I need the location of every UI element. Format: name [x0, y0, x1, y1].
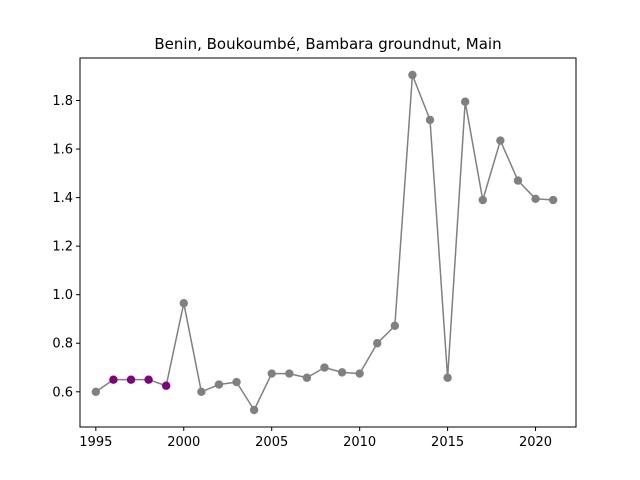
data-point: [513, 176, 523, 185]
data-point: [126, 375, 136, 384]
data-point: [443, 373, 452, 382]
data-point: [425, 115, 435, 125]
x-tick-label: 2005: [255, 435, 288, 450]
data-point: [249, 405, 259, 415]
y-tick-label: 0.8: [52, 337, 73, 352]
data-point: [161, 381, 171, 390]
data-point: [144, 375, 153, 384]
data-point: [302, 373, 312, 382]
chart-title: Benin, Boukoumbé, Bambara groundnut, Mai…: [154, 35, 501, 53]
data-point: [548, 195, 558, 205]
y-tick-label: 1.0: [52, 288, 73, 303]
x-tick-label: 2000: [167, 435, 200, 450]
y-tick-label: 1.2: [52, 240, 73, 255]
data-point: [214, 380, 224, 389]
data-point: [478, 195, 487, 205]
x-tick-label: 2010: [343, 435, 376, 450]
x-tick-label: 1995: [79, 435, 112, 450]
data-point: [373, 339, 382, 348]
data-point: [232, 377, 241, 387]
data-point: [496, 136, 505, 145]
data-point: [109, 375, 118, 384]
data-point: [320, 363, 329, 372]
data-point: [91, 387, 101, 396]
data-point: [531, 194, 540, 204]
data-point: [390, 321, 400, 330]
y-tick-label: 1.4: [52, 191, 73, 206]
y-tick-label: 1.8: [52, 94, 73, 109]
plot-frame: [79, 57, 577, 428]
data-point: [197, 387, 206, 396]
x-tick-label: 2015: [431, 435, 464, 450]
data-point: [355, 369, 364, 378]
y-tick-label: 1.6: [52, 143, 73, 158]
data-point: [179, 298, 188, 308]
y-tick-label: 0.6: [52, 385, 73, 400]
data-point: [408, 70, 417, 80]
x-tick-label: 2020: [519, 435, 552, 450]
series-line: [95, 74, 554, 411]
data-point: [460, 97, 470, 106]
data-point: [337, 368, 347, 377]
data-point: [285, 369, 294, 378]
data-point: [267, 369, 276, 378]
